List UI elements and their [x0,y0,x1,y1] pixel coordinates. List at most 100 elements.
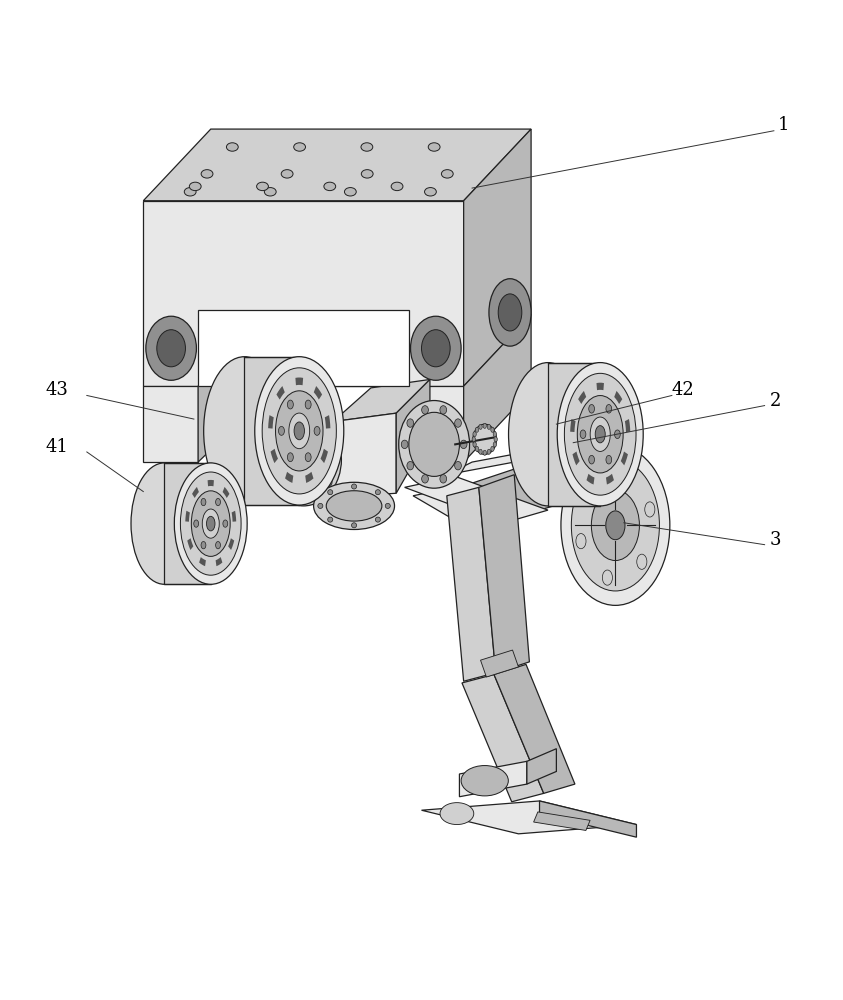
Ellipse shape [282,170,293,178]
Ellipse shape [314,426,320,435]
Ellipse shape [385,503,390,508]
Polygon shape [198,310,409,386]
Ellipse shape [590,417,610,451]
Ellipse shape [216,498,221,506]
Ellipse shape [201,542,206,549]
Ellipse shape [483,450,486,455]
Ellipse shape [494,437,497,442]
Ellipse shape [325,433,332,441]
Polygon shape [228,538,234,550]
Polygon shape [479,475,529,673]
Ellipse shape [487,424,491,429]
Ellipse shape [180,472,241,575]
Ellipse shape [277,426,330,493]
Ellipse shape [422,330,450,367]
Polygon shape [232,511,236,522]
Polygon shape [314,386,322,400]
Polygon shape [223,487,229,498]
Ellipse shape [557,363,643,506]
Polygon shape [199,557,206,566]
Ellipse shape [287,400,293,409]
Ellipse shape [615,430,620,439]
Polygon shape [597,383,604,390]
Ellipse shape [508,363,588,506]
Polygon shape [422,801,636,834]
Ellipse shape [428,143,440,151]
Ellipse shape [256,182,268,191]
Ellipse shape [440,475,447,483]
Ellipse shape [407,419,414,427]
Ellipse shape [491,446,494,451]
Polygon shape [625,419,631,432]
Polygon shape [459,761,527,797]
Polygon shape [548,363,600,506]
Ellipse shape [580,430,586,439]
Ellipse shape [276,391,323,471]
Ellipse shape [407,461,414,470]
Ellipse shape [345,188,357,196]
Polygon shape [527,749,556,784]
Ellipse shape [461,766,508,796]
Polygon shape [187,538,193,550]
Text: 42: 42 [672,381,694,399]
Polygon shape [534,812,590,830]
Polygon shape [481,650,518,677]
Ellipse shape [185,188,196,196]
Text: 3: 3 [770,531,781,549]
Ellipse shape [201,170,213,178]
Polygon shape [295,378,303,385]
Ellipse shape [473,432,476,437]
Polygon shape [333,379,430,422]
Ellipse shape [262,368,336,494]
Polygon shape [464,315,531,462]
Ellipse shape [352,523,357,528]
Polygon shape [578,391,586,404]
Ellipse shape [352,484,357,489]
Ellipse shape [475,446,479,451]
Ellipse shape [289,413,309,449]
Ellipse shape [473,442,476,447]
Text: 41: 41 [46,438,69,456]
Polygon shape [447,449,540,475]
Ellipse shape [275,478,282,487]
Polygon shape [285,472,293,483]
Ellipse shape [489,279,531,346]
Ellipse shape [472,437,475,442]
Ellipse shape [479,449,482,454]
Polygon shape [572,452,580,465]
Ellipse shape [483,423,486,428]
Ellipse shape [473,424,497,454]
Ellipse shape [375,490,380,495]
Polygon shape [462,675,544,802]
Ellipse shape [487,449,491,454]
Ellipse shape [565,373,636,495]
Ellipse shape [175,463,247,584]
Ellipse shape [440,803,474,825]
Ellipse shape [157,330,185,367]
Text: 2: 2 [770,392,781,410]
Ellipse shape [399,401,470,488]
Polygon shape [409,386,464,462]
Ellipse shape [577,396,623,473]
Ellipse shape [561,445,670,605]
Ellipse shape [216,542,221,549]
Ellipse shape [454,419,461,427]
Ellipse shape [255,357,344,505]
Polygon shape [207,480,214,486]
Ellipse shape [636,554,647,569]
Polygon shape [185,511,190,522]
Polygon shape [570,419,576,432]
Polygon shape [192,487,199,498]
Polygon shape [540,801,636,837]
Ellipse shape [146,316,196,380]
Ellipse shape [293,143,305,151]
Ellipse shape [442,170,454,178]
Ellipse shape [411,316,461,380]
Ellipse shape [324,182,336,191]
Ellipse shape [328,517,333,522]
Ellipse shape [287,453,293,462]
Polygon shape [413,483,523,528]
Polygon shape [333,413,396,497]
Polygon shape [615,391,622,404]
Polygon shape [405,476,548,524]
